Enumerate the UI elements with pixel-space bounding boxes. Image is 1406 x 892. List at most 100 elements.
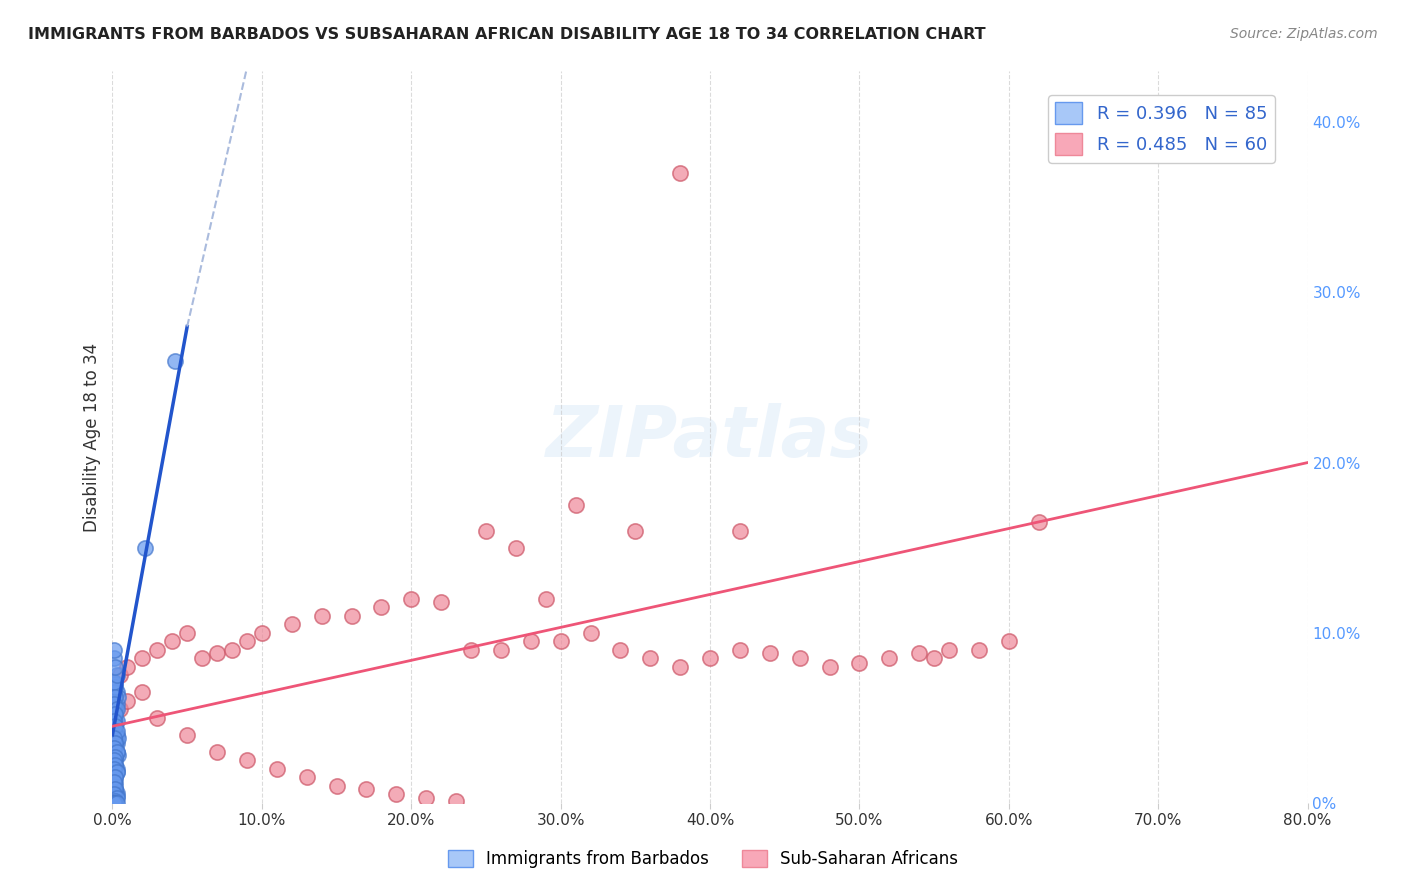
Text: ZIPatlas: ZIPatlas: [547, 402, 873, 472]
Point: [430, 595, 453, 609]
Point: [107, 690, 129, 705]
Point: [104, 770, 127, 784]
Point: [266, 762, 288, 776]
Text: Source: ZipAtlas.com: Source: ZipAtlas.com: [1230, 27, 1378, 41]
Point: [146, 711, 169, 725]
Point: [104, 724, 127, 739]
Point: [104, 753, 127, 767]
Point: [759, 646, 782, 660]
Point: [103, 741, 125, 756]
Point: [205, 745, 228, 759]
Point: [340, 608, 363, 623]
Point: [104, 775, 127, 789]
Point: [460, 642, 482, 657]
Point: [444, 794, 467, 808]
Point: [105, 796, 128, 810]
Point: [104, 690, 127, 705]
Point: [107, 731, 129, 746]
Point: [104, 719, 127, 733]
Point: [103, 731, 125, 746]
Point: [236, 634, 259, 648]
Point: [789, 651, 811, 665]
Point: [848, 657, 870, 671]
Point: [105, 714, 128, 728]
Point: [103, 731, 125, 746]
Point: [104, 782, 127, 797]
Point: [103, 741, 125, 756]
Point: [103, 762, 125, 776]
Point: [176, 728, 198, 742]
Point: [104, 750, 127, 764]
Text: IMMIGRANTS FROM BARBADOS VS SUBSAHARAN AFRICAN DISABILITY AGE 18 TO 34 CORRELATI: IMMIGRANTS FROM BARBADOS VS SUBSAHARAN A…: [28, 27, 986, 42]
Point: [104, 680, 127, 694]
Point: [550, 634, 572, 648]
Point: [104, 736, 127, 750]
Point: [117, 659, 139, 673]
Y-axis label: Disability Age 18 to 34: Disability Age 18 to 34: [83, 343, 101, 532]
Point: [818, 659, 841, 673]
Point: [922, 651, 945, 665]
Point: [105, 765, 128, 780]
Point: [165, 353, 187, 368]
Point: [103, 685, 125, 699]
Point: [103, 770, 125, 784]
Point: [295, 770, 318, 784]
Point: [370, 600, 392, 615]
Point: [385, 787, 408, 801]
Point: [103, 651, 125, 665]
Legend: R = 0.396   N = 85, R = 0.485   N = 60: R = 0.396 N = 85, R = 0.485 N = 60: [1049, 95, 1275, 162]
Point: [104, 770, 127, 784]
Point: [103, 796, 125, 810]
Point: [699, 651, 721, 665]
Point: [103, 724, 125, 739]
Point: [103, 762, 125, 776]
Point: [669, 659, 692, 673]
Point: [105, 786, 128, 800]
Point: [624, 524, 647, 538]
Point: [105, 728, 128, 742]
Point: [105, 697, 128, 711]
Point: [281, 617, 304, 632]
Point: [967, 642, 990, 657]
Point: [103, 753, 125, 767]
Point: [146, 642, 169, 657]
Point: [728, 642, 751, 657]
Point: [103, 775, 125, 789]
Point: [325, 779, 347, 793]
Point: [998, 634, 1021, 648]
Point: [489, 642, 512, 657]
Point: [104, 796, 127, 810]
Point: [104, 792, 127, 806]
Point: [107, 748, 129, 763]
Point: [103, 796, 125, 810]
Point: [104, 702, 127, 716]
Point: [131, 685, 153, 699]
Point: [103, 677, 125, 691]
Point: [103, 745, 125, 759]
Point: [104, 794, 127, 808]
Point: [401, 591, 423, 606]
Point: [104, 792, 127, 806]
Point: [311, 608, 333, 623]
Point: [534, 591, 557, 606]
Point: [104, 750, 127, 764]
Point: [104, 786, 127, 800]
Point: [104, 779, 127, 793]
Point: [103, 675, 125, 690]
Point: [104, 765, 127, 780]
Point: [938, 642, 960, 657]
Point: [104, 782, 127, 797]
Point: [564, 498, 586, 512]
Point: [103, 789, 125, 803]
Point: [104, 719, 127, 733]
Point: [908, 646, 931, 660]
Point: [105, 668, 128, 682]
Point: [879, 651, 901, 665]
Legend: Immigrants from Barbados, Sub-Saharan Africans: Immigrants from Barbados, Sub-Saharan Af…: [441, 843, 965, 875]
Point: [103, 753, 125, 767]
Point: [176, 625, 198, 640]
Point: [205, 646, 228, 660]
Point: [117, 694, 139, 708]
Point: [105, 790, 128, 805]
Point: [131, 651, 153, 665]
